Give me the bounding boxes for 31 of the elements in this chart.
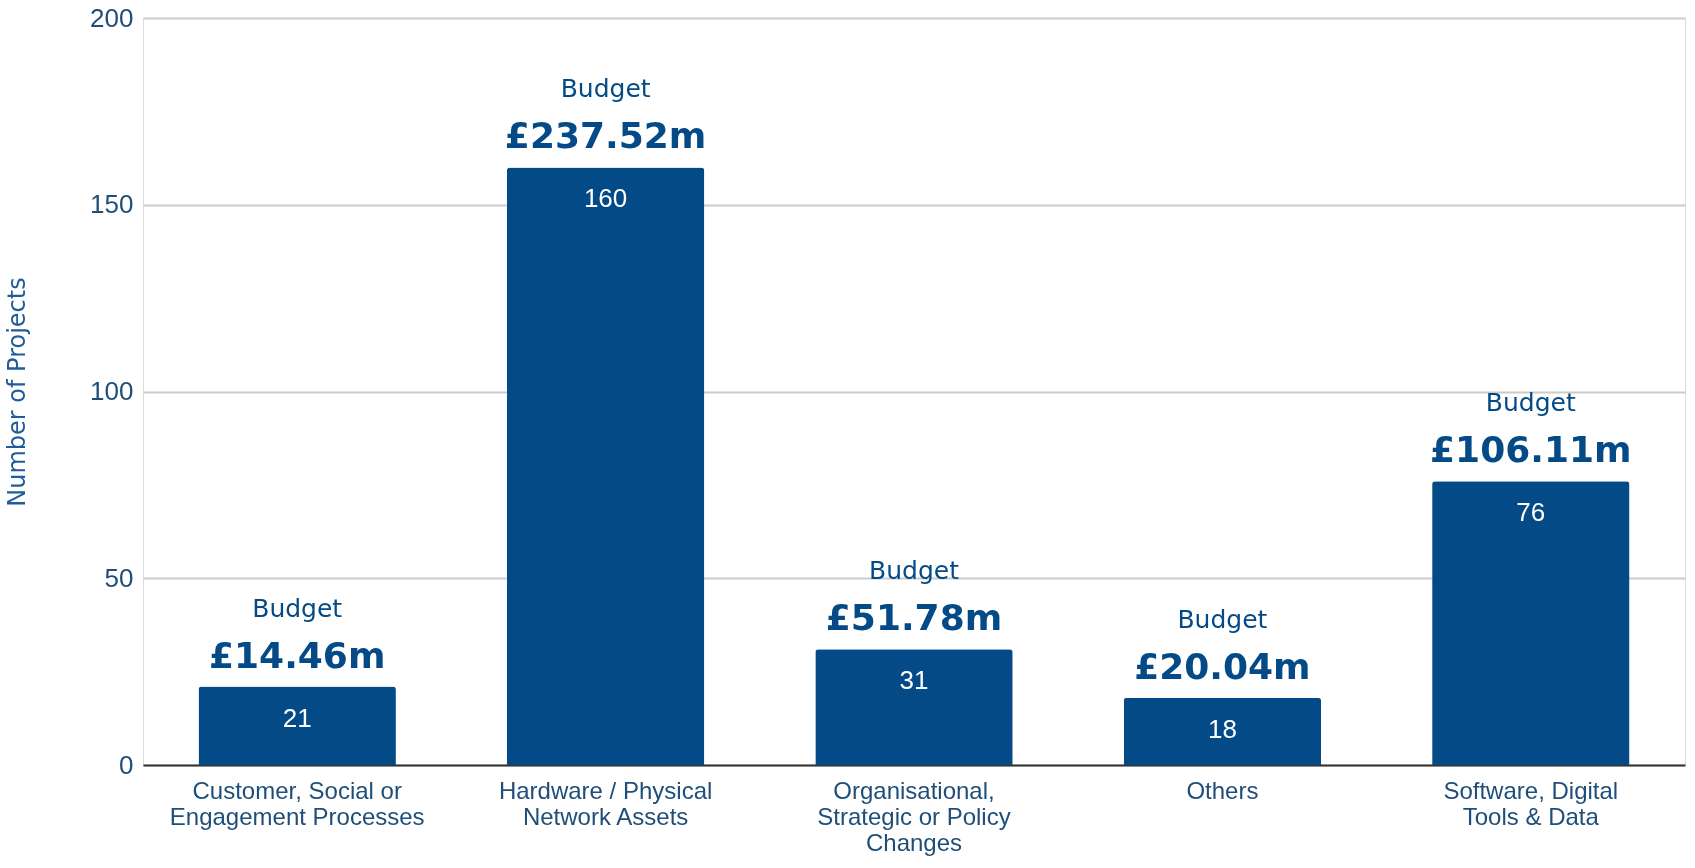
data-label: 31 [899, 665, 929, 696]
bar [198, 686, 396, 765]
x-tick-label: Software, Digital Tools & Data [1443, 776, 1619, 830]
annotation: £51.78m [825, 597, 1003, 639]
annotation: £20.04m [1134, 645, 1311, 687]
annotation: Budget [869, 556, 960, 586]
annotation: £237.52m [504, 115, 707, 157]
annotation: £14.46m [208, 634, 386, 676]
bar [1123, 697, 1322, 765]
annotation: Budget [560, 74, 651, 104]
bar [506, 167, 705, 765]
y-tick-label: 100 [90, 376, 134, 406]
x-tick-label: Hardware / Physical Network Assets [498, 776, 713, 830]
data-label: 160 [583, 183, 628, 214]
x-tick-label: Customer, Social or Engagement Processes [169, 776, 425, 830]
y-tick-label: 50 [104, 562, 134, 593]
annotation: Budget [1485, 388, 1576, 418]
annotation: Budget [252, 593, 343, 623]
x-tick-label: Others [1186, 776, 1259, 804]
data-label: 18 [1207, 713, 1237, 744]
annotation: Budget [1177, 604, 1268, 634]
data-label: 76 [1516, 497, 1546, 528]
y-tick-label: 150 [90, 189, 134, 220]
y-tick-label: 200 [90, 2, 134, 33]
data-label: 21 [282, 702, 312, 733]
bar [815, 649, 1013, 765]
y-tick-label: 0 [119, 749, 134, 780]
annotation: £106.11m [1430, 429, 1632, 471]
x-tick-label: Organisational, Strategic or Policy Changes [817, 776, 1011, 856]
y-axis-title: Number of Projects [3, 277, 32, 507]
bar [1432, 481, 1630, 765]
